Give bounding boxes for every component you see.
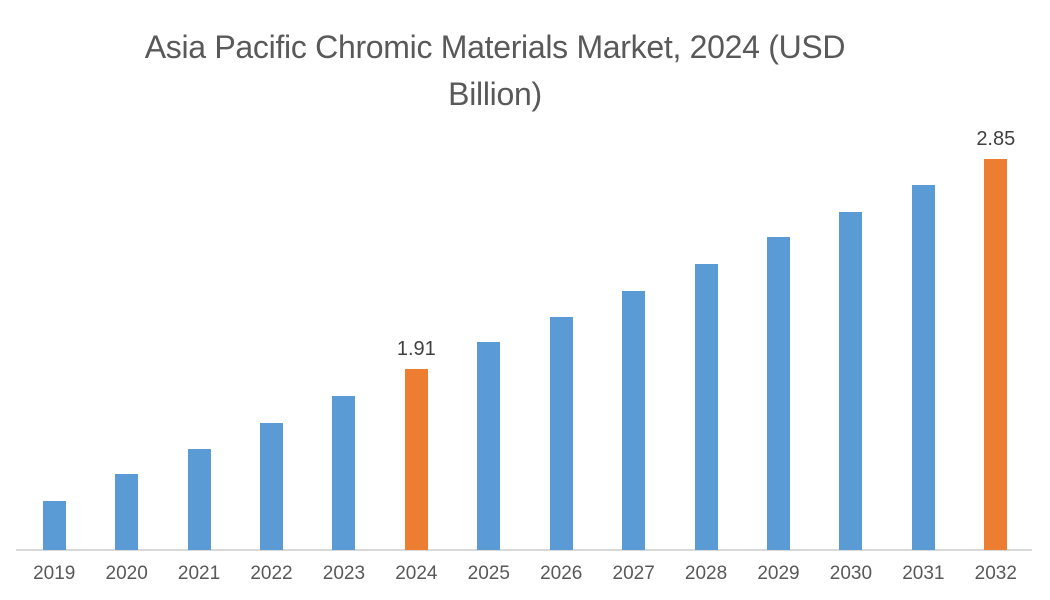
x-axis-label-2023: 2023 bbox=[322, 563, 366, 584]
bar-2030 bbox=[839, 212, 863, 550]
x-axis-label-2025: 2025 bbox=[467, 563, 510, 584]
bar-2028 bbox=[694, 264, 718, 550]
x-axis-label-2020: 2020 bbox=[105, 563, 148, 584]
bar-2031 bbox=[911, 185, 935, 550]
x-axis-label-2024: 2024 bbox=[395, 563, 438, 584]
x-axis-label-2026: 2026 bbox=[540, 563, 583, 584]
bar-2022 bbox=[260, 423, 283, 550]
x-axis-line bbox=[16, 549, 1032, 551]
x-axis-label-2028: 2028 bbox=[684, 563, 728, 584]
bar-2025 bbox=[477, 342, 501, 550]
bar-2032 bbox=[984, 159, 1008, 550]
x-axis-label-2030: 2030 bbox=[829, 563, 873, 584]
bar-2027 bbox=[622, 291, 646, 550]
x-axis-label-2019: 2019 bbox=[33, 563, 76, 584]
bar-2023 bbox=[332, 396, 356, 550]
bar-2019 bbox=[42, 501, 66, 550]
chart-title: Asia Pacific Chromic Materials Market, 2… bbox=[144, 29, 846, 112]
x-axis-label-2022: 2022 bbox=[250, 563, 293, 584]
bar-2020 bbox=[115, 474, 139, 550]
bar-2021 bbox=[187, 449, 211, 550]
x-axis-label-2027: 2027 bbox=[612, 563, 655, 584]
bar-2029 bbox=[767, 237, 790, 550]
data-label-2032: 2.85 bbox=[976, 128, 1016, 150]
x-axis-label-2032: 2032 bbox=[974, 563, 1017, 584]
x-axis-label-2031: 2031 bbox=[902, 563, 945, 584]
bar-2024 bbox=[404, 369, 428, 550]
data-label-2024: 1.91 bbox=[396, 338, 436, 360]
x-axis-label-2029: 2029 bbox=[757, 563, 800, 584]
x-axis-label-2021: 2021 bbox=[177, 563, 221, 584]
bar-2026 bbox=[549, 317, 573, 550]
